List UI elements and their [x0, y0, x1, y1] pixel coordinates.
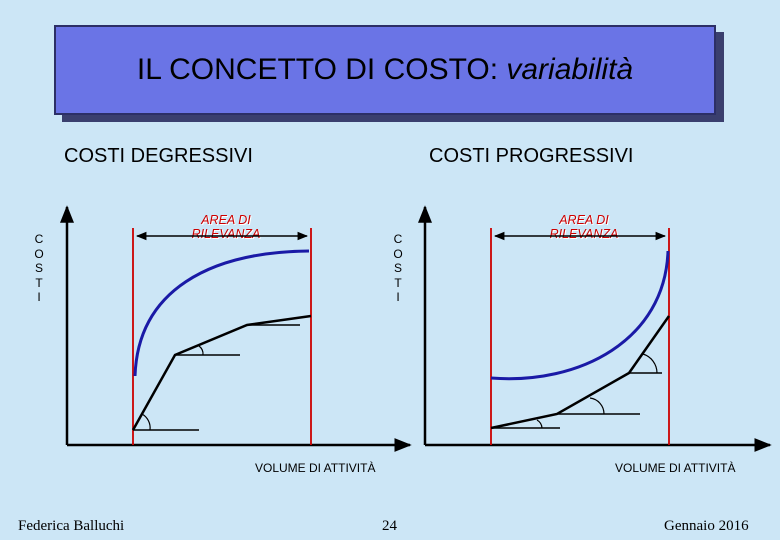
y-letter: S: [34, 261, 43, 275]
area-label-line1: AREA DI: [201, 213, 251, 227]
left-degressive-curve: [133, 249, 310, 377]
area-label-line1: AREA DI: [559, 213, 609, 227]
slide-title: IL CONCETTO DI COSTO: variabilità: [54, 25, 716, 115]
y-letter: T: [394, 275, 402, 290]
y-letter: I: [396, 290, 400, 304]
y-letter: T: [35, 275, 43, 290]
y-letter: I: [37, 290, 41, 304]
y-letter: C: [393, 232, 403, 246]
right-x-axis-label: VOLUME DI ATTIVITÀ: [615, 461, 736, 475]
left-cost-segments: [131, 314, 312, 431]
left-angle-arc-2: [198, 345, 204, 356]
right-y-axis-label: C O S T I: [391, 232, 405, 305]
title-main: IL CONCETTO DI COSTO:: [136, 53, 507, 86]
left-y-axis-label: C O S T I: [32, 232, 46, 305]
footer-page-number: 24: [382, 518, 397, 534]
footer-author: Federica Balluchi: [18, 518, 125, 534]
y-letter: O: [393, 246, 403, 261]
heading-progressive-costs: COSTI PROGRESSIVI: [429, 145, 634, 167]
right-angle-arc-2: [589, 397, 605, 415]
right-angle-arc-3: [642, 353, 658, 374]
right-progressive-curve: [490, 250, 670, 381]
y-letter: O: [34, 246, 44, 261]
right-angle-arc-1: [536, 419, 543, 429]
y-letter: S: [393, 261, 402, 275]
heading-degressive-costs: COSTI DEGRESSIVI: [64, 145, 253, 167]
left-x-axis-label: VOLUME DI ATTIVITÀ: [255, 461, 376, 475]
title-emphasis: variabilità: [506, 53, 634, 86]
footer-date: Gennaio 2016: [664, 518, 749, 534]
right-cost-segments: [490, 315, 671, 430]
left-angle-arc-1: [141, 413, 151, 431]
y-letter: C: [34, 232, 44, 246]
